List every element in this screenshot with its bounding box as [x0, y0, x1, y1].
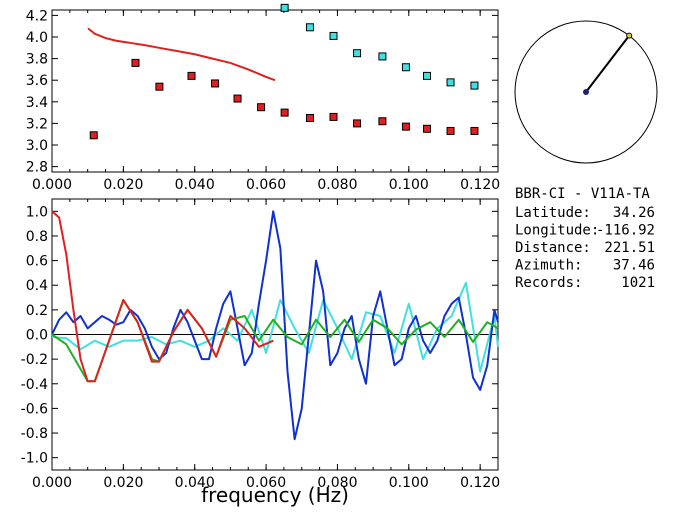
red-velocity-marker: [378, 117, 387, 126]
top-x-tick-label: 0.100: [389, 177, 429, 193]
bot-x-tick-label: 0.040: [175, 475, 215, 491]
top-x-tick-label: 0.060: [246, 177, 286, 193]
bot-x-tick-label: 0.100: [389, 475, 429, 491]
top-y-tick-label: 4.0: [26, 30, 48, 46]
cyan-velocity-marker: [378, 52, 387, 61]
bot-x-tick-label: 0.060: [246, 475, 286, 491]
bot-x-tick-label: 0.080: [317, 475, 357, 491]
cyan-velocity-marker: [353, 49, 362, 58]
top-y-tick-label: 3.6: [26, 73, 48, 89]
red-velocity-marker: [280, 108, 289, 117]
cyan-velocity-marker: [401, 63, 410, 72]
red-velocity-marker: [305, 114, 314, 122]
dial-tip-dot: [626, 32, 633, 39]
info-label: Records:: [515, 275, 582, 291]
bot-y-tick-label: 1.0: [26, 204, 48, 220]
top-x-tick-label: 0.000: [32, 177, 72, 193]
info-value: 34.26: [613, 205, 655, 221]
cyan-velocity-marker: [329, 31, 338, 40]
velocity-panel: 0.000 0.020 0.040 0.060 0.080 0.100 0.120 2.8 3.…: [26, 3, 500, 193]
cyan-velocity-marker: [470, 81, 479, 90]
red-velocity-marker: [470, 126, 479, 135]
top-y-tick-label: 3.0: [26, 138, 48, 154]
blue-correlation-line: [51, 210, 499, 441]
correlation-panel-plot: [51, 210, 499, 441]
red-velocity-marker: [211, 79, 220, 88]
x-axis-label: frequency (Hz): [201, 483, 349, 507]
top-y-tick-label: 2.8: [26, 160, 48, 176]
red-velocity-marker: [422, 124, 431, 133]
info-label: Latitude:: [515, 205, 591, 221]
top-x-tick-label: 0.120: [460, 177, 500, 193]
top-y-tick-label: 4.2: [26, 8, 48, 24]
top-y-tick-label: 3.2: [26, 116, 48, 132]
bot-y-tick-label: 0.8: [26, 229, 48, 245]
red-velocity-marker: [233, 94, 242, 103]
velocity-curve-line: [87, 27, 276, 82]
velocity-panel-ticks: 0.000 0.020 0.040 0.060 0.080 0.100 0.120 2.8 3.…: [26, 8, 500, 193]
cyan-velocity-marker: [280, 3, 289, 12]
dial-center-dot: [583, 89, 589, 95]
red-velocity-marker: [353, 119, 362, 128]
info-label: Longitude:: [515, 223, 599, 239]
red-velocity-marker: [401, 122, 410, 131]
top-x-tick-label: 0.080: [317, 177, 357, 193]
red-velocity-marker: [89, 131, 98, 140]
bot-y-tick-label: 0.0: [26, 328, 48, 344]
cyan-velocity-marker: [422, 71, 431, 80]
velocity-panel-frame: [51, 9, 499, 173]
red-velocity-marker: [329, 112, 338, 121]
top-x-tick-label: 0.020: [103, 177, 143, 193]
red-velocity-marker: [187, 71, 196, 80]
station-info: BBR-CI - V11A-TA Latitude: 34.26 Longitude…: [515, 186, 655, 291]
bot-y-tick-label: -0.8: [21, 426, 48, 442]
bot-y-tick-label: -0.4: [21, 377, 48, 393]
azimuth-dial: [514, 20, 658, 164]
bot-y-tick-label: -0.6: [21, 401, 48, 417]
top-y-tick-label: 3.4: [26, 95, 48, 111]
bot-y-tick-label: 0.4: [26, 278, 48, 294]
dial-circle: [514, 20, 658, 164]
top-y-tick-label: 3.8: [26, 52, 48, 68]
correlation-panel-ticks: 0.000 0.020 0.040 0.060 0.080 0.100 0.120 1.0 0.…: [21, 199, 500, 491]
velocity-panel-plot: [87, 3, 479, 140]
red-velocity-marker: [131, 58, 140, 67]
bot-y-tick-label: 0.6: [26, 254, 48, 270]
info-label: Distance:: [515, 240, 591, 256]
info-value: 221.51: [604, 240, 655, 256]
station-pair-label: BBR-CI - V11A-TA: [515, 186, 650, 202]
bot-x-tick-label: 0.020: [103, 475, 143, 491]
bot-y-tick-label: -1.0: [21, 451, 48, 467]
info-value: -116.92: [596, 223, 655, 239]
cyan-correlation-line: [51, 281, 499, 373]
bot-x-tick-label: 0.000: [32, 475, 72, 491]
azimuth-needle: [585, 35, 630, 93]
bot-y-tick-label: -0.2: [21, 352, 48, 368]
info-label: Azimuth:: [515, 258, 582, 274]
correlation-panel: 0.000 0.020 0.040 0.060 0.080 0.100 0.120 1.0 0.…: [21, 198, 500, 507]
top-x-tick-label: 0.040: [175, 177, 215, 193]
info-value: 37.46: [613, 258, 655, 274]
info-value: 1021: [621, 275, 655, 291]
station-info-rows: Latitude: 34.26 Longitude:-116.92 Distance:…: [515, 205, 655, 291]
cyan-velocity-marker: [305, 23, 314, 32]
red-velocity-marker: [446, 126, 455, 135]
red-velocity-marker: [155, 82, 164, 91]
bot-y-tick-label: 0.2: [26, 303, 48, 319]
cyan-velocity-marker: [446, 78, 455, 87]
bot-x-tick-label: 0.120: [460, 475, 500, 491]
red-velocity-marker: [257, 103, 266, 112]
red-correlation-line: [51, 210, 274, 383]
